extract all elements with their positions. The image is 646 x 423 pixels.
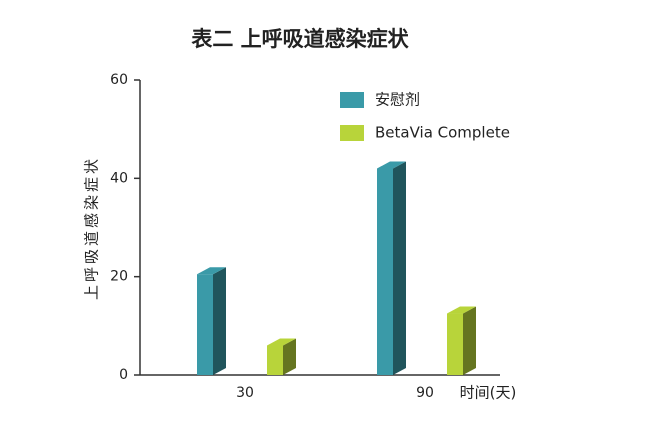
y-axis-label: 上呼吸道感染症状	[83, 156, 101, 300]
y-tick-label: 40	[110, 170, 128, 186]
x-tick-label: 90	[416, 385, 434, 401]
bar-side	[283, 338, 296, 375]
bar-top	[267, 338, 296, 346]
bar-side	[213, 267, 226, 375]
bar-top	[447, 306, 476, 314]
bar	[447, 313, 463, 375]
legend-swatch	[340, 125, 364, 141]
bar-side	[393, 161, 406, 375]
bar	[197, 274, 213, 375]
legend-swatch	[340, 92, 364, 108]
y-tick-label: 20	[110, 269, 128, 285]
y-tick-label: 60	[110, 72, 128, 88]
legend-label: BetaVia Complete	[375, 124, 510, 142]
bar	[377, 168, 393, 375]
y-tick-label: 0	[119, 367, 128, 383]
chart-title: 表二 上呼吸道感染症状	[191, 27, 409, 51]
legend-label: 安慰剂	[375, 91, 420, 109]
x-tick-label: 30	[236, 385, 254, 401]
bar	[267, 345, 283, 375]
x-axis-label: 时间(天)	[460, 384, 517, 402]
bar-top	[377, 161, 406, 169]
bar-top	[197, 267, 226, 275]
bar-side	[463, 306, 476, 375]
